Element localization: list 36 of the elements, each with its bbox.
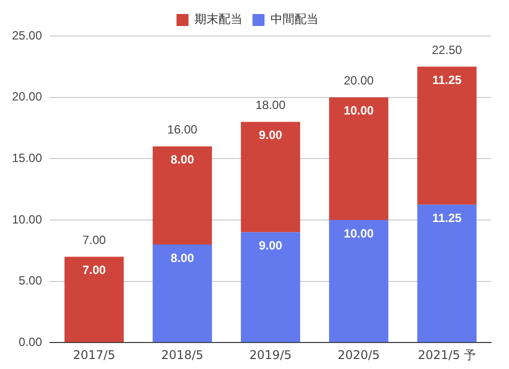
- legend-label: 期末配当: [194, 12, 242, 26]
- data-label: 11.25: [432, 210, 462, 225]
- y-tick-label: 20.00: [12, 90, 42, 104]
- x-tick-label: 2018/5: [161, 348, 204, 362]
- bar: [240, 232, 300, 342]
- bar: [152, 146, 212, 244]
- x-tick-label: 2020/5: [338, 348, 380, 362]
- x-tick-label: 2021/5 予: [418, 348, 476, 362]
- y-tick-label: 10.00: [12, 212, 42, 226]
- data-label: 8.00: [170, 250, 194, 265]
- total-label: 7.00: [82, 233, 106, 248]
- bar: [152, 244, 212, 342]
- bar: [240, 122, 300, 232]
- total-label: 22.50: [432, 42, 462, 57]
- bar: [329, 97, 388, 220]
- y-tick-label: 0.00: [18, 334, 42, 349]
- y-tick-label: 5.00: [18, 274, 42, 288]
- bar: [417, 66, 477, 205]
- data-label: 8.00: [170, 152, 194, 167]
- total-label: 16.00: [167, 122, 198, 137]
- bar: [329, 220, 388, 342]
- bar: [64, 256, 124, 342]
- y-tick-label: 25.00: [12, 28, 42, 42]
- x-tick-label: 2019/5: [249, 348, 292, 362]
- data-label: 7.00: [82, 263, 106, 278]
- total-label: 20.00: [344, 74, 374, 88]
- data-label: 11.25: [432, 72, 462, 87]
- data-label: 10.00: [344, 104, 374, 118]
- total-label: 18.00: [256, 98, 286, 112]
- legend-label: 中間配当: [270, 12, 318, 26]
- bar: [417, 204, 477, 342]
- x-tick-label: 2017/5: [73, 348, 116, 362]
- data-label: 9.00: [258, 128, 283, 142]
- data-label: 10.00: [344, 226, 374, 240]
- y-tick-label: 15.00: [12, 150, 42, 165]
- data-label: 9.00: [258, 238, 283, 253]
